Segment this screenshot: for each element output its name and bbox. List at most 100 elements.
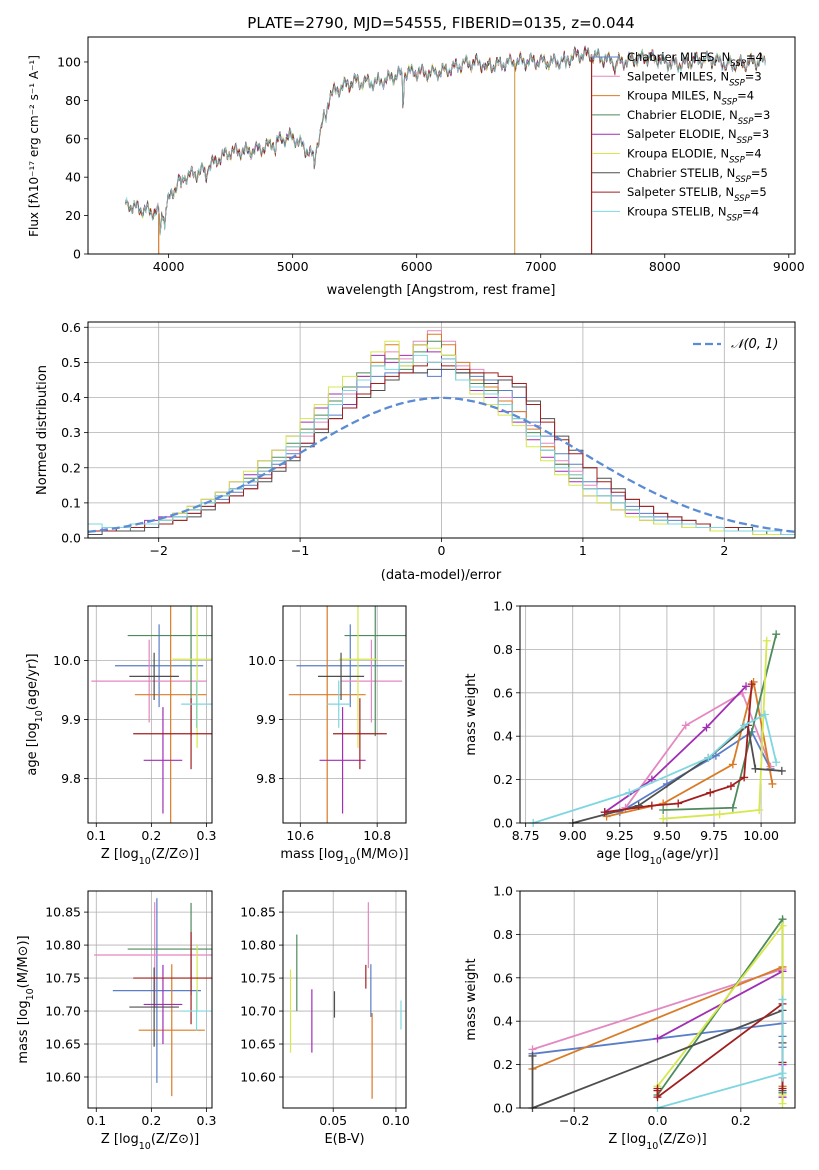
weight_vs_age-panel: 8.75 9.00 9.25 9.50 9.75 10.00 0.0 0.2 0.4 0.6 0.8…	[464, 599, 796, 867]
mass_vs_Z-ytick-label-2: 10.70	[45, 1004, 81, 1019]
mass_vs_EBV-ytick-label-0: 10.60	[240, 1070, 276, 1085]
weight_vs_Z-panel: −0.2 0.0 0.2 0.0 0.2 0.4 0.6 0.8 1.0 Z [log10(Z/Z…	[464, 884, 796, 1152]
mass_vs_EBV-ytick-label-4: 10.80	[240, 938, 276, 953]
weight_vs_age-marker-7-5	[740, 773, 749, 782]
weight_vs_age-marker-3-1	[728, 803, 737, 812]
mass_vs_Z-grid	[88, 891, 212, 1108]
weight_vs_age-marker-3-0	[659, 805, 668, 814]
mass_vs_Z-xtick-label-1: 0.2	[141, 1113, 161, 1128]
mass_vs_EBV-panel: 0.05 0.10 10.60 10.65 10.70 10.75 10.80 10.85 E(…	[240, 890, 410, 1147]
weight_vs_age-xtick-label-2: 9.25	[606, 828, 634, 843]
weight_vs_age-marker-0-2	[711, 751, 720, 760]
mass_vs_EBV-ytick-label-1: 10.65	[240, 1037, 276, 1052]
weight_vs_age-xtick-label-0: 8.75	[512, 828, 540, 843]
weight_vs_age-ytick-label-1: 0.2	[493, 772, 513, 787]
weight_vs_Z-series-5	[656, 923, 784, 1104]
mass_vs_Z-ytick-label-3: 10.75	[45, 971, 81, 986]
mass_vs_Z-frame	[87, 890, 213, 1109]
weight_vs_age-marker-8-1	[625, 788, 634, 797]
mass_vs_EBV-ytick-label-3: 10.75	[240, 971, 276, 986]
spectrum-xtick-label-4: 8000	[649, 259, 681, 274]
weight_vs_age-ytick-label-4: 0.8	[493, 642, 513, 657]
weight_vs_age-xtick-label-5: 10.00	[743, 828, 779, 843]
weight_vs_age-series-group	[529, 630, 786, 827]
age_vs_Z-xtick-label-0: 0.1	[86, 828, 106, 843]
weight_vs_Z-xlabel: Z [log10(Z/Z⊙)]	[608, 1132, 706, 1152]
mass_vs_EBV-ytick-label-2: 10.70	[240, 1004, 276, 1019]
weight_vs_age-marker-5-2	[755, 805, 764, 814]
age_vs_mass-panel: 10.6 10.8 9.8 9.9 10.0 mass [log10(M/M⊙)]	[248, 605, 409, 867]
age_vs_mass-xtick-label-1: 10.8	[363, 828, 391, 843]
weight_vs_Z-ytick-label-2: 0.4	[493, 1014, 513, 1029]
weight_vs_Z-grid	[520, 890, 795, 1109]
weight_vs_age-marker-4-3	[742, 682, 751, 691]
weight_vs_Z-ytick-label-5: 1.0	[493, 884, 513, 899]
weight_vs_age-marker-7-4	[726, 782, 735, 791]
weight_vs_age-series-8	[532, 713, 778, 824]
weight_vs_age-marker-7-1	[647, 801, 656, 810]
weight_vs_Z-marker-5-1	[778, 921, 787, 930]
age_vs_mass-points	[288, 606, 406, 823]
age_vs_mass-ytick-label-1: 9.9	[256, 712, 276, 727]
weight_vs_age-marker-5-3	[762, 636, 771, 645]
weight_vs_age-marker-6-4	[751, 764, 760, 773]
age_vs_Z-points	[91, 606, 212, 823]
mass_vs_EBV-ytick-label-5: 10.85	[240, 905, 276, 920]
histogram-series-5	[88, 340, 795, 538]
mass_vs_EBV-grid	[283, 891, 406, 1108]
spectrum-xlabel: wavelength [Angstrom, rest frame]	[327, 283, 556, 298]
spectrum-ytick-label-3: 60	[65, 131, 81, 146]
spectrum-xtick-label-1: 5000	[277, 259, 309, 274]
histogram-xtick-label-4: 2	[720, 543, 728, 558]
age_vs_Z-ticks: 0.1 0.2 0.3 9.8 9.9 10.0	[53, 653, 216, 843]
weight_vs_Z-marker-6-0	[528, 1051, 537, 1060]
spectrum-ytick-label-1: 20	[65, 208, 81, 223]
age_vs_Z-xtick-label-2: 0.3	[197, 828, 217, 843]
spectrum-legend-label-2: Kroupa MILES, NSSP=4	[627, 89, 754, 108]
weight_vs_age-ytick-label-2: 0.4	[493, 729, 513, 744]
weight_vs_age-ytick-label-3: 0.6	[493, 685, 513, 700]
weight_vs_Z-ytick-label-4: 0.8	[493, 927, 513, 942]
spectrum-ytick-label-0: 0	[73, 247, 81, 262]
mass_vs_Z-ylabel: mass [log10(M/M⊙)]	[16, 935, 36, 1063]
weight_vs_age-ytick-label-5: 1.0	[493, 599, 513, 614]
weight_vs_age-marker-7-0	[600, 808, 609, 817]
mass_vs_Z-xtick-label-2: 0.3	[197, 1113, 217, 1128]
spectrum-series-8	[125, 47, 766, 235]
age_vs_mass-ytick-label-0: 9.8	[256, 771, 276, 786]
weight_vs_Z-xtick-label-0: −0.2	[559, 1113, 589, 1128]
age_vs_Z-xtick-label-1: 0.2	[141, 828, 161, 843]
weight_vs_Z-ytick-label-3: 0.6	[493, 970, 513, 985]
weight_vs_age-xtick-label-4: 9.75	[700, 828, 728, 843]
age_vs_Z-xlabel: Z [log10(Z/Z⊙)]	[101, 847, 199, 867]
histogram-xtick-label-2: 0	[438, 543, 446, 558]
histogram-xtick-label-3: 1	[579, 543, 587, 558]
age_vs_Z-ytick-label-0: 9.8	[61, 771, 81, 786]
weight_vs_age-marker-7-2	[674, 799, 683, 808]
weight_vs_age-ylabel: mass weight	[464, 673, 479, 755]
weight_vs_Z-marker-7-2	[653, 1093, 662, 1102]
histogram-ytick-label-3: 0.3	[61, 425, 81, 440]
histogram-xtick-label-0: −2	[149, 543, 167, 558]
weight_vs_Z-series-8	[657, 999, 784, 1109]
histogram-ytick-label-2: 0.2	[61, 460, 81, 475]
histogram-ylabel: Normed distribution	[35, 365, 50, 495]
weight_vs_age-marker-8-3	[740, 721, 749, 730]
histogram-ytick-label-6: 0.6	[61, 320, 81, 335]
mass_vs_Z-ytick-label-4: 10.80	[45, 938, 81, 953]
spectrum-ylabel: Flux [fλ10⁻¹⁷ erg cm⁻² s⁻¹ A⁻¹]	[27, 55, 41, 237]
weight_vs_Z-ytick-label-1: 0.2	[493, 1057, 513, 1072]
mass_vs_EBV-xtick-label-1: 0.10	[382, 1113, 410, 1128]
weight_vs_age-marker-8-5	[772, 758, 781, 767]
weight_vs_age-ticks: 8.75 9.00 9.25 9.50 9.75 10.00 0.0 0.2 0.4 0.6 0.8…	[493, 599, 779, 844]
spectrum-panel: PLATE=2790, MJD=54555, FIBERID=0135, z=0…	[27, 14, 805, 298]
weight_vs_age-series-3	[663, 633, 778, 811]
weight_vs_Z-xtick-label-1: 0.0	[648, 1113, 668, 1128]
age_vs_mass-xlabel: mass [log10(M/M⊙)]	[280, 847, 408, 867]
spectrum-xtick-label-2: 6000	[401, 259, 433, 274]
weight_vs_Z-ylabel: mass weight	[464, 958, 479, 1040]
weight_vs_age-marker-8-4	[760, 710, 769, 719]
weight_vs_Z-ytick-label-0: 0.0	[493, 1101, 513, 1116]
histogram-ytick-label-0: 0.0	[61, 531, 81, 546]
